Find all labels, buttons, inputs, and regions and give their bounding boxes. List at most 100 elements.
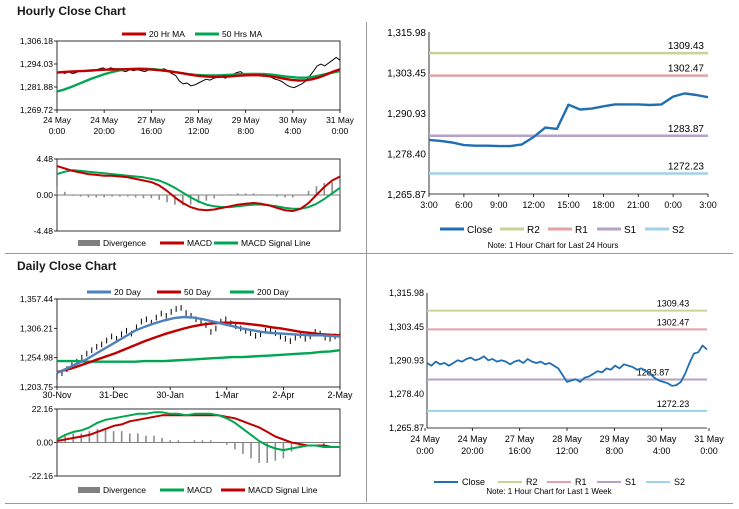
daily-levels-y-tick-label: 1,303.45 [389, 322, 424, 332]
hourly-price-x-tick-label: 30 May [279, 115, 308, 125]
hourly-section-title: Hourly Close Chart [17, 4, 126, 18]
column-divider [366, 22, 367, 502]
hourly-price-y-tick-label: 1,281.88 [20, 82, 53, 92]
daily-price-y-tick-label: 1,254.98 [20, 353, 53, 363]
daily-legend-signal-label: MACD Signal Line [248, 485, 318, 495]
hourly-legend-macd-label: MACD [187, 238, 212, 248]
hourly-price-x-tick-label: 27 May [137, 115, 166, 125]
hourly-levels-y-tick-label: 1,315.98 [387, 28, 426, 39]
daily-macd-line [56, 411, 340, 452]
daily-level-label-s1: 1283.87 [637, 368, 670, 378]
daily-legend-50day-label: 50 Day [184, 287, 212, 297]
hourly-levels-note: Note: 1 Hour Chart for Last 24 Hours [488, 241, 619, 250]
hourly-levels-legend-label: S2 [672, 225, 685, 236]
hourly-price-x-tick-label: 16:00 [141, 126, 163, 136]
hourly-20hr-ma-line [56, 67, 341, 82]
hourly-price-x-tick-label: 8:00 [237, 126, 254, 136]
hourly-legend-50hr-label: 50 Hrs MA [222, 29, 262, 39]
hourly-price-x-tick-label: 28 May [185, 115, 214, 125]
daily-price-frame [56, 298, 341, 388]
hourly-levels-x-tick-label: 0:00 [664, 200, 682, 210]
hourly-price-x-tick-label: 20:00 [94, 126, 116, 136]
hourly-levels-x-tick-label: 9:00 [490, 200, 508, 210]
hourly-signal-line [56, 169, 341, 210]
daily-levels-x-tick-label: 20:00 [461, 446, 484, 456]
daily-level-label-r2: 1309.43 [657, 299, 690, 309]
hourly-legend-20hr-label: 20 Hr MA [149, 29, 185, 39]
hourly-levels-y-tick-label: 1,278.40 [387, 149, 426, 160]
daily-levels-x-tick-label: 29 May [600, 434, 630, 444]
hourly-level-label-r1: 1302.47 [668, 64, 705, 75]
daily-levels-legend-label: Close [462, 477, 485, 487]
daily-levels-x-tick-label: 27 May [505, 434, 535, 444]
daily-section-title: Daily Close Chart [17, 259, 117, 273]
hourly-legend-signal-label: MACD Signal Line [241, 238, 311, 248]
hourly-price-x-tick-label: 29 May [232, 115, 261, 125]
daily-legend-200day-label: 200 Day [257, 287, 289, 297]
daily-macd-y-tick-label: 22.16 [32, 404, 54, 414]
hourly-close-line [56, 56, 341, 89]
daily-levels-x-tick-label: 28 May [552, 434, 582, 444]
daily-legend-divergence-label: Divergence [103, 485, 146, 495]
hourly-macd-y-tick-label: 4.48 [36, 154, 53, 164]
daily-levels-legend-label: S2 [674, 477, 685, 487]
daily-levels-x-tick-label: 0:00 [416, 446, 434, 456]
hourly-levels-legend-label: S1 [624, 225, 637, 236]
daily-levels-legend-label: R2 [526, 477, 538, 487]
hourly-price-y-tick-label: 1,306.18 [20, 36, 53, 46]
daily-levels-y-tick-label: 1,290.93 [389, 355, 424, 365]
hourly-macd-line [56, 165, 341, 213]
daily-levels-x-tick-label: 30 May [647, 434, 677, 444]
hourly-legend-divergence-swatch [78, 240, 100, 246]
hourly-levels-x-tick-label: 3:00 [420, 200, 438, 210]
hourly-price-x-tick-label: 24 May [43, 115, 72, 125]
daily-legend-divergence-swatch [78, 487, 100, 493]
hourly-levels-legend-label: R1 [575, 225, 588, 236]
bottom-divider [5, 503, 733, 504]
daily-price-y-tick-label: 1,357.44 [20, 294, 53, 304]
daily-levels-legend-label: R1 [575, 477, 587, 487]
hourly-price-y-tick-label: 1,269.72 [20, 105, 53, 115]
daily-price-y-tick-label: 1,203.75 [20, 382, 53, 392]
daily-levels-y-tick-label: 1,278.40 [389, 389, 424, 399]
daily-200day-line [57, 349, 341, 363]
daily-levels-x-tick-label: 12:00 [556, 446, 579, 456]
hourly-macd-y-tick-label: 0.00 [36, 190, 53, 200]
daily-levels-note: Note: 1 Hour Chart for Last 1 Week [486, 487, 612, 496]
daily-macd-y-tick-label: -22.16 [29, 471, 53, 481]
hourly-levels-legend-label: Close [467, 225, 493, 236]
daily-levels-x-tick-label: 16:00 [508, 446, 531, 456]
daily-price-y-tick-label: 1,306.21 [20, 323, 53, 333]
daily-levels-y-tick-label: 1,315.98 [389, 288, 424, 298]
hourly-level-label-s1: 1283.87 [668, 124, 705, 135]
hourly-levels-x-tick-label: 15:00 [557, 200, 580, 210]
daily-levels-legend-label: S1 [625, 477, 636, 487]
hourly-price-x-tick-label: 0:00 [49, 126, 66, 136]
daily-legend-20day-label: 20 Day [114, 287, 142, 297]
hourly-level-label-r2: 1309.43 [668, 41, 705, 52]
daily-levels-x-tick-label: 31 May [694, 434, 724, 444]
hourly-levels-x-tick-label: 6:00 [455, 200, 473, 210]
daily-price-x-tick-label: 31-Dec [99, 390, 129, 400]
hourly-price-x-tick-label: 4:00 [285, 126, 302, 136]
daily-levels-x-tick-label: 24 May [458, 434, 488, 444]
daily-50day-line [56, 321, 341, 374]
hourly-price-y-tick-label: 1,294.03 [20, 59, 53, 69]
daily-levels-x-tick-label: 24 May [410, 434, 440, 444]
daily-levels-y-tick-label: 1,265.87 [389, 423, 424, 433]
daily-price-x-tick-label: 2-May [327, 390, 353, 400]
daily-price-x-tick-label: 2-Apr [272, 390, 294, 400]
hourly-macd-y-tick-label: -4.48 [34, 226, 54, 236]
section-divider [5, 253, 733, 254]
hourly-price-x-tick-label: 12:00 [188, 126, 210, 136]
hourly-levels-y-tick-label: 1,265.87 [387, 190, 426, 201]
hourly-price-x-tick-label: 0:00 [332, 126, 349, 136]
daily-price-x-tick-label: 30-Jan [156, 390, 184, 400]
daily-legend-macd-label: MACD [187, 485, 212, 495]
daily-20day-line [56, 315, 341, 375]
hourly-levels-x-tick-label: 21:00 [627, 200, 650, 210]
hourly-levels-close-line [428, 92, 709, 148]
hourly-levels-y-tick-label: 1,303.45 [387, 69, 426, 80]
hourly-level-label-s2: 1272.23 [668, 161, 705, 172]
